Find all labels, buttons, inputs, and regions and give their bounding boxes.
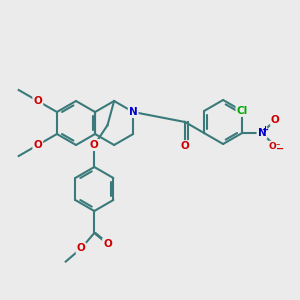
Text: O⁻: O⁻ (269, 142, 281, 151)
Text: N: N (258, 128, 266, 138)
Text: Cl: Cl (236, 106, 248, 116)
Text: O: O (77, 243, 85, 254)
Text: O: O (33, 140, 42, 150)
Text: O: O (181, 141, 189, 151)
Text: O: O (103, 239, 112, 249)
Text: N: N (129, 107, 137, 117)
Text: −: − (276, 144, 284, 154)
Text: +: + (262, 124, 268, 134)
Text: O: O (90, 140, 99, 150)
Text: O: O (33, 96, 42, 106)
Text: O: O (271, 115, 280, 125)
